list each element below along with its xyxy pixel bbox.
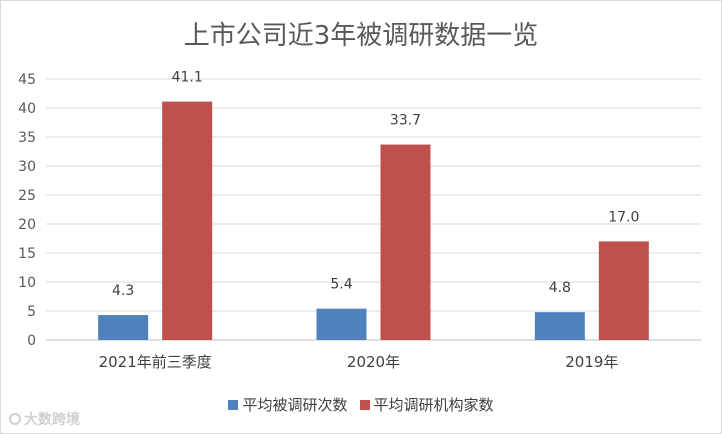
bar-institution-count (162, 101, 213, 341)
y-tick-label: 35 (18, 130, 36, 146)
y-tick-label: 15 (18, 246, 36, 262)
x-tick-label: 2019年 (565, 353, 618, 371)
y-tick-label: 25 (18, 188, 36, 204)
bar-survey-count (534, 312, 585, 340)
bar-institution-count (380, 144, 431, 340)
chart-legend: 平均被调研次数 平均调研机构家数 (1, 394, 721, 415)
bar-survey-count (316, 308, 367, 340)
data-label: 4.8 (549, 280, 571, 296)
legend-swatch (359, 399, 370, 410)
y-tick-label: 30 (18, 159, 36, 175)
x-tick-label: 2021年前三季度 (99, 353, 212, 371)
data-label: 4.3 (112, 283, 134, 299)
watermark: 大数跨境 (9, 409, 80, 429)
legend-label: 平均调研机构家数 (373, 396, 494, 414)
y-tick-label: 20 (18, 217, 36, 233)
bar-institution-count (598, 241, 649, 340)
legend-label: 平均被调研次数 (242, 396, 348, 414)
chart-title: 上市公司近3年被调研数据一览 (183, 21, 539, 51)
x-tick-label: 2020年 (347, 353, 400, 371)
y-tick-label: 0 (27, 333, 36, 349)
camera-logo-icon (9, 413, 21, 425)
legend-swatch (228, 399, 239, 410)
y-tick-label: 10 (18, 275, 36, 291)
legend-item-series-1: 平均调研机构家数 (359, 394, 494, 415)
y-tick-label: 40 (18, 101, 36, 117)
data-label: 33.7 (390, 113, 421, 129)
legend-item-series-0: 平均被调研次数 (228, 394, 348, 415)
y-tick-label: 5 (27, 304, 36, 320)
data-label: 5.4 (330, 277, 352, 293)
data-label: 17.0 (608, 209, 639, 225)
y-tick-label: 45 (18, 72, 36, 88)
watermark-text: 大数跨境 (24, 412, 80, 428)
bar-survey-count (98, 315, 149, 340)
data-label: 41.1 (172, 70, 203, 86)
